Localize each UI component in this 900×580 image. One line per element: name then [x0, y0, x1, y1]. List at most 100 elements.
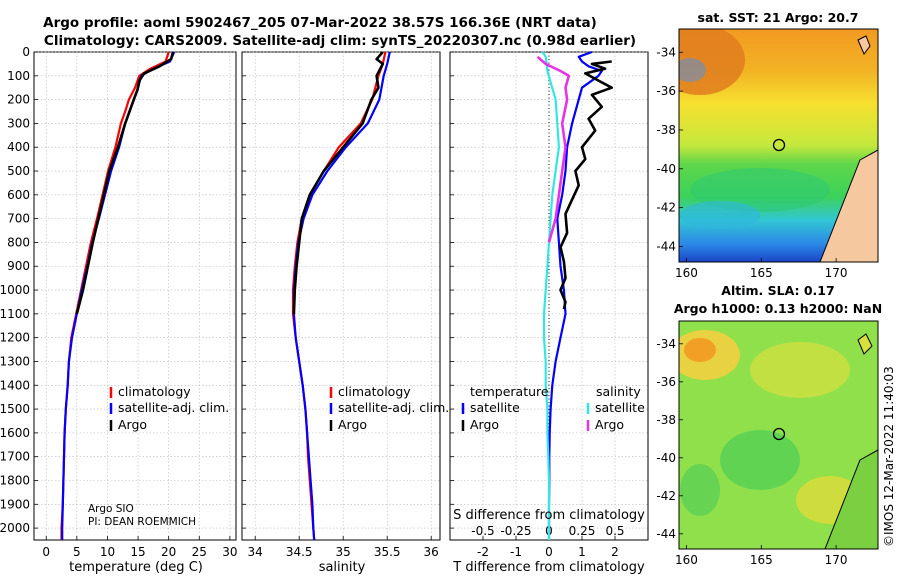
sst-map-field [679, 29, 878, 262]
difference-xlabel-top: S difference from climatology [453, 508, 645, 523]
sla-map-field [679, 321, 878, 549]
y-tick-label: 2000 [0, 521, 30, 535]
x-tick-label: 15 [130, 545, 145, 559]
plot-frame [241, 51, 441, 541]
map-y-tick-label: -34 [656, 45, 676, 59]
map-y-tick-label: -40 [656, 451, 676, 465]
temperature-panel: 0100200300400500600700800900100011001200… [0, 45, 238, 559]
legend-label-argo: Argo [338, 417, 367, 432]
map-y-tick-label: -42 [656, 489, 676, 503]
sla-land [824, 449, 878, 549]
x-tick-label: 2 [611, 545, 619, 559]
x-tick-label: 20 [161, 545, 176, 559]
map-y-tick-label: -36 [656, 84, 676, 98]
map-y-tick-label: -44 [656, 239, 676, 253]
y-tick-label: 1100 [0, 307, 30, 321]
y-tick-label: 100 [7, 69, 30, 83]
figure-title-line1: Argo profile: aoml 5902467_205 07-Mar-20… [43, 15, 597, 31]
x-tick-label: 30 [222, 545, 237, 559]
x-tick-label: 35.5 [374, 545, 401, 559]
y-tick-label: 300 [7, 116, 30, 130]
sst-float-marker [772, 138, 786, 152]
y-tick-label: 1900 [0, 497, 30, 511]
x-secondary-tick-label: 0.25 [569, 524, 596, 538]
legend-label-satellite: satellite-adj. clim. [338, 400, 449, 415]
series-line-argo [75, 51, 175, 315]
float-pi: PI: DEAN ROEMMICH [88, 516, 196, 528]
map-x-tick-label: 160 [675, 553, 698, 567]
sla-float-marker [772, 427, 786, 441]
x-tick-label: 35 [336, 545, 351, 559]
sst-map-axes: 160 165 170 -34 -36 -38 -40 -42 -44 [656, 45, 847, 280]
legend-heading-temperature: temperature [470, 384, 549, 399]
y-tick-label: 700 [7, 212, 30, 226]
y-tick-label: 1000 [0, 283, 30, 297]
y-tick-label: 200 [7, 93, 30, 107]
salinity-panel: 34 34.5 35 35.5 36 [241, 51, 441, 559]
x-tick-label: 34 [248, 545, 263, 559]
sla-map-frame [678, 320, 879, 550]
legend-label-temp-argo: Argo [470, 417, 499, 432]
x-secondary-tick-label: -0.5 [471, 524, 494, 538]
y-tick-label: 1200 [0, 331, 30, 345]
map-y-tick-label: -40 [656, 162, 676, 176]
sla-land-north [857, 333, 873, 355]
legend-label-climatology: climatology [118, 384, 191, 399]
x-tick-label: 36 [424, 545, 439, 559]
x-secondary-tick-label: 0.5 [605, 524, 624, 538]
legend-label-climatology: climatology [338, 384, 411, 399]
y-tick-label: 600 [7, 188, 30, 202]
float-operator: Argo SIO [88, 503, 134, 515]
legend-label-satellite: satellite-adj. clim. [118, 400, 229, 415]
x-tick-label: 25 [192, 545, 207, 559]
series-line-salinity-argo [536, 55, 571, 243]
sla-low-patch [720, 430, 800, 490]
map-y-tick-label: -44 [656, 527, 676, 541]
timestamp: ©IMOS 12-Mar-2022 11:40:03 [882, 366, 896, 547]
series-line-salinity-satellite [541, 51, 560, 540]
y-tick-label: 500 [7, 164, 30, 178]
legend-label-argo: Argo [118, 417, 147, 432]
x-tick-label: 1 [578, 545, 586, 559]
y-tick-label: 1500 [0, 402, 30, 416]
map-y-tick-label: -34 [656, 337, 676, 351]
series-line-temperature-satellite [547, 50, 603, 540]
temperature-xlabel: temperature (deg C) [69, 560, 203, 575]
series-line-argo [292, 51, 385, 314]
plot-frame [33, 51, 237, 541]
map-y-tick-label: -36 [656, 375, 676, 389]
legend-label-sal-satellite: satellite [595, 400, 645, 415]
x-tick-label: 5 [73, 545, 81, 559]
x-tick-label: 10 [100, 545, 115, 559]
figure-title-line2: Climatology: CARS2009. Satellite-adj cli… [44, 33, 636, 49]
y-tick-label: 1600 [0, 426, 30, 440]
sst-cool-eddy [679, 58, 706, 82]
sst-land-north [857, 35, 871, 55]
legend-heading-salinity: salinity [596, 384, 641, 399]
sst-map-title: sat. SST: 21 Argo: 20.7 [698, 10, 859, 25]
sst-green-band [690, 168, 830, 212]
map-x-tick-label: 165 [750, 553, 773, 567]
difference-xlabel: T difference from climatology [452, 560, 645, 575]
y-tick-label: 800 [7, 235, 30, 249]
sla-map-axes: 160 165 170 -34 -36 -38 -40 -42 -44 [656, 337, 847, 567]
x-tick-label: 0 [545, 545, 553, 559]
sla-mid-patch [750, 342, 850, 398]
map-x-tick-label: 170 [825, 553, 848, 567]
salinity-legend: climatology satellite-adj. clim. Argo [329, 384, 449, 432]
sla-west-patch [680, 464, 720, 516]
map-x-tick-label: 170 [825, 266, 848, 280]
temperature-legend: climatology satellite-adj. clim. Argo [109, 384, 229, 432]
y-tick-label: 0 [22, 45, 30, 59]
x-tick-label: -2 [477, 545, 489, 559]
x-secondary-tick-label: -0.25 [500, 524, 531, 538]
x-tick-label: 34.5 [286, 545, 313, 559]
map-y-tick-label: -38 [656, 413, 676, 427]
y-tick-label: 1400 [0, 378, 30, 392]
y-tick-label: 1800 [0, 473, 30, 487]
legend-label-temp-satellite: satellite [470, 400, 520, 415]
sla-peak-patch [684, 338, 716, 362]
map-y-tick-label: -38 [656, 123, 676, 137]
difference-legend-temperature: temperature satellite Argo [461, 384, 549, 432]
